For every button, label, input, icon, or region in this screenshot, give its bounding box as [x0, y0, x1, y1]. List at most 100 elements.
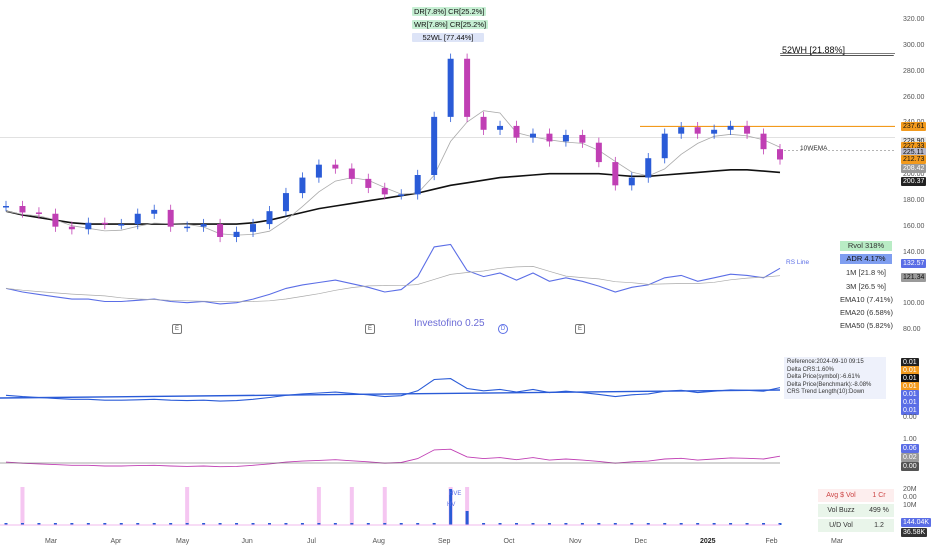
volume-table-value: 1 Cr	[872, 492, 886, 499]
candle-body	[151, 209, 158, 214]
volume-bar	[235, 523, 239, 525]
month-label: Jun	[241, 538, 253, 545]
candle-body	[661, 133, 668, 159]
volume-bar	[53, 523, 57, 525]
earnings-badge[interactable]: E	[575, 324, 585, 334]
volume-bar	[646, 523, 650, 525]
candle-body	[645, 158, 652, 178]
volume-bar	[580, 523, 584, 525]
price-axis-label: 280.00	[903, 67, 925, 75]
price-tag: 225.11	[901, 147, 926, 157]
candle-body	[184, 226, 191, 229]
volume-bar	[597, 523, 601, 525]
crs-info-line: CRS Trend Length(10):Down	[787, 389, 865, 395]
vol-axis-label: 10M	[903, 502, 917, 509]
candle-body	[315, 164, 322, 178]
volume-bar	[531, 523, 535, 525]
candle-body	[480, 116, 487, 130]
hv-label: HV	[447, 502, 456, 508]
osc-tag: 0.00	[901, 462, 919, 471]
volume-table-row: Avg $ Vol 1 Cr	[818, 489, 894, 502]
volume-bar	[399, 523, 403, 525]
crs-line	[5, 378, 781, 402]
candle-body	[134, 213, 141, 225]
rs-line-label: RS Line	[786, 259, 810, 266]
candle-body	[678, 127, 685, 134]
volume-bar	[284, 523, 288, 525]
price-axis-label: 160.00	[903, 222, 925, 230]
month-label: Mar	[831, 538, 844, 545]
month-label: Apr	[110, 538, 122, 545]
earnings-badge[interactable]: E	[172, 324, 182, 334]
volume-bar	[432, 523, 436, 525]
volume-highlight-band	[185, 487, 190, 525]
candle-body	[513, 125, 520, 138]
crs-tag: 0.01	[901, 390, 919, 399]
volume-bar	[366, 523, 370, 525]
crs-info-line: Reference:2024-09-10 09:15	[787, 359, 864, 365]
price-axis-label: 140.00	[903, 248, 925, 256]
candle-body	[628, 177, 635, 186]
crs-info-line: Delta Price(symbol):-6.61%	[787, 374, 861, 380]
osc-axis-label: 1.00	[903, 436, 917, 443]
dr-tag: DR[7.8%] CR[25.2%]	[412, 7, 487, 16]
volume-bar	[185, 523, 189, 525]
volume-bar	[630, 523, 634, 525]
volume-bar	[317, 523, 321, 525]
volume-highlight-band	[316, 487, 321, 525]
candle-body	[365, 178, 372, 188]
volume-bar	[70, 523, 74, 525]
volume-bar	[103, 523, 107, 525]
volume-bar	[696, 523, 700, 525]
price-tag: 227.33	[901, 141, 927, 151]
rs-tag-2: 121.34	[901, 273, 927, 282]
candle-body	[398, 194, 405, 196]
crs-tag: 0.01	[901, 366, 919, 375]
candle-body	[299, 177, 306, 194]
volume-bar	[762, 523, 766, 525]
volume-bar	[152, 523, 156, 525]
osc-line	[5, 448, 781, 468]
volume-bar	[416, 523, 420, 525]
price-axis-label: 80.00	[903, 326, 921, 333]
price-axis-label: 200.00	[903, 171, 925, 178]
earnings-badge[interactable]: E	[365, 324, 375, 334]
dividend-badge[interactable]: D	[498, 324, 508, 334]
price-tag: 228.90	[901, 136, 927, 146]
price-tag: 212.73	[901, 154, 927, 164]
wl52-tag: 52WL [77.44%]	[412, 33, 484, 42]
rs-line	[5, 243, 781, 305]
volume-table-label: Vol Buzz	[827, 507, 855, 514]
crs-tag: 0.01	[901, 406, 919, 415]
candle-body	[250, 224, 257, 232]
candle-body	[167, 209, 174, 227]
price-tag: 200.37	[901, 176, 927, 186]
candle-body	[431, 116, 438, 175]
volume-bar	[119, 523, 123, 525]
volume-table-label: Avg $ Vol	[826, 492, 856, 499]
volume-bar	[251, 523, 255, 525]
wema-label: 10WEMA	[800, 145, 828, 152]
month-label: Dec	[634, 538, 647, 545]
candle-body	[101, 222, 108, 225]
month-label: Mar	[45, 538, 58, 545]
volume-highlight-band	[382, 487, 387, 525]
volume-bar	[37, 523, 41, 525]
volume-bar	[498, 523, 502, 525]
crs-tag: 0.01	[901, 358, 919, 367]
crs-tag: 0.01	[901, 382, 919, 391]
volume-bar	[218, 523, 222, 525]
volume-bar	[350, 523, 354, 525]
month-label: Feb	[765, 538, 778, 545]
candle-body	[233, 231, 240, 237]
crs-info-line: Delta CRS:1.60%	[787, 366, 835, 373]
candle-body	[727, 125, 734, 130]
ema-short-line	[5, 110, 781, 236]
volume-bar	[778, 523, 782, 525]
candle-body	[200, 224, 207, 227]
candle-body	[546, 133, 553, 142]
candle-body	[777, 149, 783, 160]
price-axis-label: 300.00	[903, 41, 925, 49]
crs-info-line: Delta Price(Benchmark):-8.08%	[787, 381, 872, 388]
